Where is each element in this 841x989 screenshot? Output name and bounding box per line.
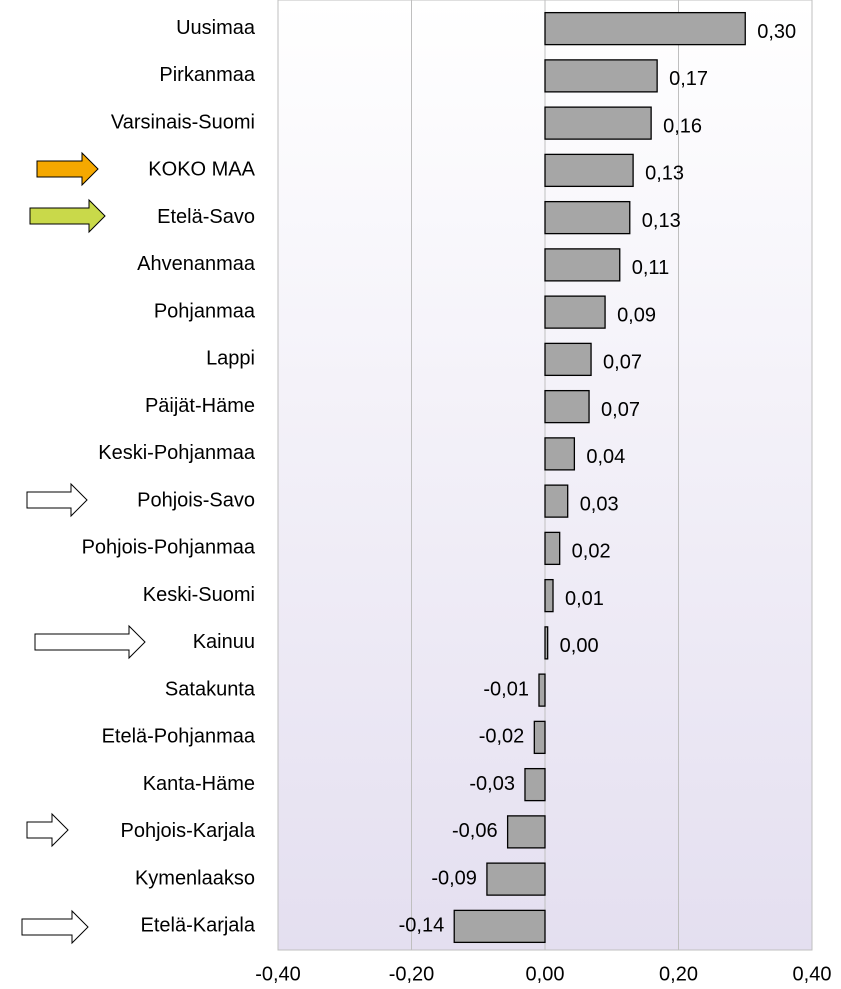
y-tick-label: Pohjanmaa	[154, 300, 256, 322]
data-label: 0,04	[586, 446, 625, 468]
bar	[544, 248, 621, 282]
arrows	[21, 151, 146, 945]
y-tick-label: Pohjois-Pohjanmaa	[82, 537, 256, 559]
data-label: -0,06	[452, 820, 498, 842]
data-label: 0,13	[642, 210, 681, 232]
y-tick-label: Pohjois-Karjala	[120, 820, 255, 842]
y-tick-label: Uusimaa	[176, 17, 256, 39]
bar	[544, 153, 634, 188]
y-tick-label: Kanta-Häme	[143, 773, 255, 795]
y-tick-label: Ahvenanmaa	[137, 253, 256, 275]
y-tick-label: Keski-Suomi	[143, 584, 255, 606]
x-tick-label: 0,40	[793, 963, 832, 985]
y-tick-label: Varsinais-Suomi	[111, 111, 255, 133]
x-tick-label: -0,40	[255, 963, 301, 985]
bar	[538, 673, 546, 707]
bar	[544, 626, 549, 660]
arrow	[26, 482, 88, 518]
y-tick-label: Pirkanmaa	[159, 64, 255, 86]
bar	[506, 815, 546, 849]
data-label: 0,16	[663, 115, 702, 137]
data-label: -0,02	[479, 726, 525, 748]
y-tick-label: Etelä-Savo	[157, 206, 255, 228]
arrow	[34, 624, 146, 660]
bar	[544, 484, 569, 518]
bar	[544, 11, 746, 46]
data-label: 0,30	[757, 21, 796, 43]
bar	[524, 767, 546, 802]
bar	[544, 342, 592, 377]
data-label: 0,07	[603, 352, 642, 374]
bar	[544, 389, 590, 424]
arrow	[21, 909, 89, 945]
x-tick-label: -0,20	[389, 963, 435, 985]
bar	[533, 720, 546, 755]
data-label: 0,03	[580, 493, 619, 515]
y-tick-label: Kainuu	[193, 631, 255, 653]
arrow	[29, 198, 106, 234]
bar	[544, 578, 554, 613]
bar	[544, 295, 606, 329]
data-label: 0,02	[572, 541, 611, 563]
y-tick-label: Kymenlaakso	[135, 867, 255, 889]
bar	[544, 437, 576, 471]
bar	[544, 531, 561, 566]
bar	[453, 909, 546, 944]
data-label: -0,01	[483, 678, 529, 700]
data-label: -0,14	[399, 915, 445, 937]
data-label: -0,09	[431, 867, 477, 889]
y-tick-label: Päijät-Häme	[145, 395, 255, 417]
y-tick-label: Etelä-Pohjanmaa	[102, 726, 256, 748]
y-tick-label: KOKO MAA	[148, 159, 255, 181]
bar	[544, 59, 658, 93]
arrow	[36, 151, 99, 187]
x-tick-label: 0,00	[526, 963, 565, 985]
y-tick-label: Keski-Pohjanmaa	[98, 442, 256, 464]
x-tick-label: 0,20	[659, 963, 698, 985]
data-label: 0,09	[617, 304, 656, 326]
bar	[544, 200, 631, 235]
bar	[544, 106, 652, 140]
y-tick-label: Satakunta	[165, 678, 256, 700]
data-label: 0,07	[601, 399, 640, 421]
y-tick-label: Etelä-Karjala	[140, 915, 255, 937]
arrow	[26, 812, 69, 848]
data-label: -0,03	[469, 773, 515, 795]
data-label: 0,11	[632, 257, 669, 279]
bar	[486, 862, 546, 896]
data-label: 0,17	[669, 68, 708, 90]
y-tick-label: Pohjois-Savo	[137, 489, 255, 511]
y-tick-label: Lappi	[206, 348, 255, 370]
data-label: 0,01	[565, 588, 604, 610]
data-label: 0,00	[560, 635, 599, 657]
data-label: 0,13	[645, 163, 684, 185]
